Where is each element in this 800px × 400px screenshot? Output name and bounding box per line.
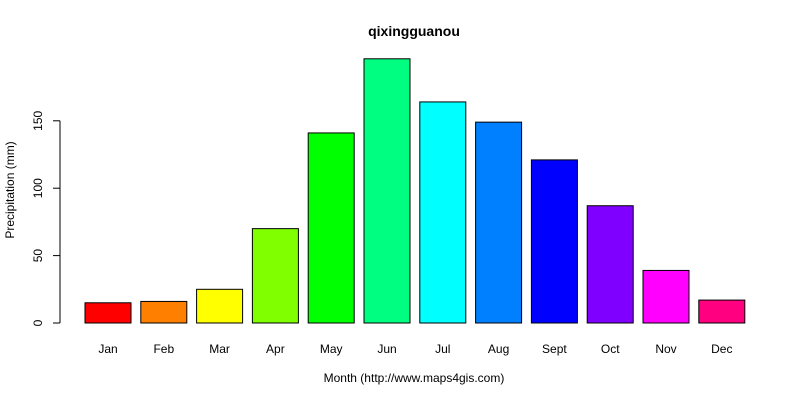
bar-jun	[363, 58, 411, 324]
x-tick-label: Sept	[542, 342, 567, 356]
x-tick-label: Feb	[153, 342, 174, 356]
x-tick-label: Aug	[488, 342, 509, 356]
bar-oct	[586, 205, 634, 324]
x-tick-labels: Jan Feb Mar Apr May Jun Jul Aug Sept Oct Nov Dec	[98, 342, 732, 356]
bar-feb	[140, 300, 188, 324]
bar-sept	[530, 159, 578, 324]
bar-apr	[251, 228, 299, 324]
x-tick-label: May	[320, 342, 343, 356]
bar-may	[307, 132, 355, 324]
x-tick-label: Mar	[209, 342, 230, 356]
y-tick-label: 100	[31, 178, 45, 198]
bar-mar	[196, 288, 244, 324]
y-tick-label: 0	[31, 319, 45, 326]
bar-dec	[698, 299, 746, 324]
bar-jan	[84, 302, 132, 324]
x-tick-label: Apr	[266, 342, 285, 356]
x-tick-label: Nov	[655, 342, 676, 356]
bar-nov	[642, 269, 690, 324]
bars	[84, 58, 746, 324]
y-axis-label: Precipitation (mm)	[3, 141, 17, 238]
y-axis: 0 50 100 150	[31, 110, 61, 326]
chart-title: qixingguanou	[368, 23, 460, 39]
x-tick-label: Jun	[377, 342, 396, 356]
bar-aug	[475, 121, 523, 324]
y-tick-label: 150	[31, 110, 45, 130]
x-tick-label: Jul	[435, 342, 450, 356]
y-tick-label: 50	[31, 249, 45, 263]
x-tick-label: Dec	[711, 342, 732, 356]
x-axis-label: Month (http://www.maps4gis.com)	[324, 371, 505, 385]
x-tick-label: Jan	[98, 342, 117, 356]
x-tick-label: Oct	[601, 342, 620, 356]
bar-jul	[419, 101, 467, 324]
